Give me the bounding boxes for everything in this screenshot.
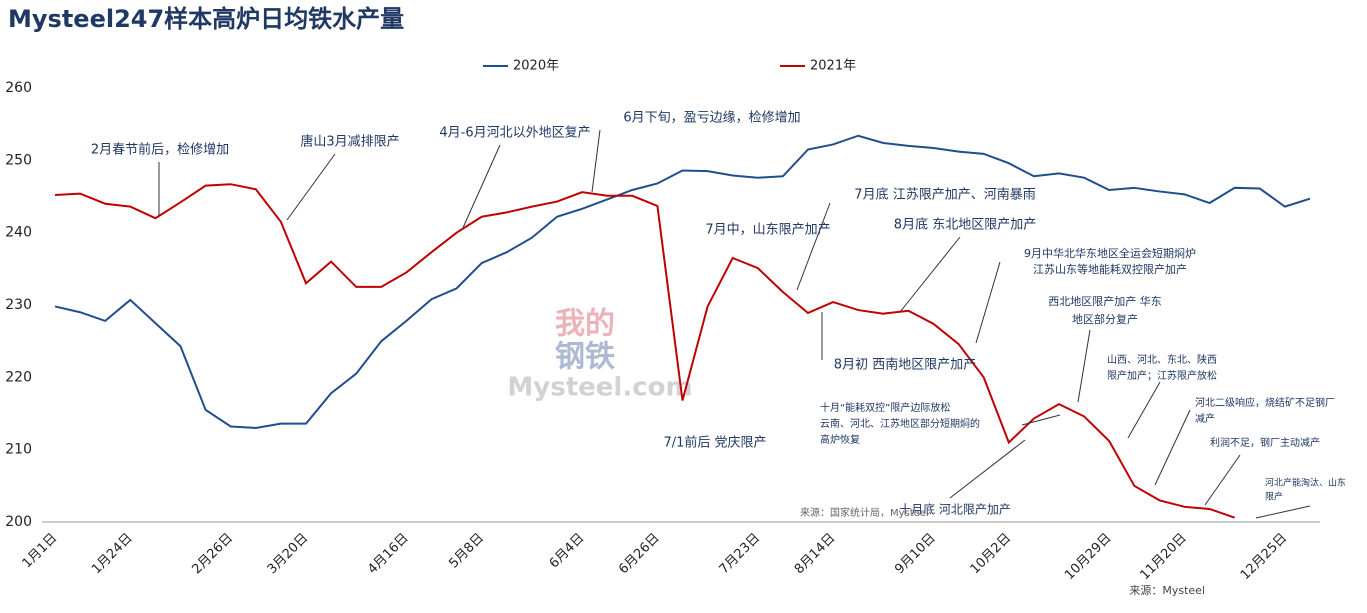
annotation: 9月中华北华东地区全运会短期焖炉	[1024, 246, 1196, 260]
y-tick-label: 240	[5, 225, 32, 241]
x-tick-label: 1月24日	[89, 531, 136, 578]
annotation-leader	[796, 202, 831, 291]
annotation: 7月中，山东限产加产	[705, 223, 830, 238]
x-tick-label: 4月16日	[365, 531, 412, 578]
annotation: 利润不足，钢厂主动减产	[1210, 436, 1320, 449]
annotation: 4月-6月河北以外地区复产	[439, 126, 590, 141]
series-line	[54, 134, 1311, 429]
annotation-leader	[461, 144, 501, 231]
watermark: 钢铁	[555, 340, 615, 375]
annotation: 山西、河北、东北、陕西	[1107, 353, 1217, 366]
annotation: 8月初 西南地区限产加产	[834, 357, 976, 373]
x-tick-label: 3月20日	[265, 531, 312, 578]
annotation: 河北产能淘汰、山东	[1265, 477, 1346, 489]
source: 来源：国家统计局，Mysteel	[800, 506, 929, 519]
x-tick-label: 8月14日	[792, 531, 839, 578]
annotation: 西北地区限产加产 华东	[1048, 294, 1162, 308]
x-tick-label: 10月2日	[968, 531, 1015, 578]
y-tick-label: 230	[5, 297, 32, 313]
y-tick-label: 250	[5, 152, 32, 168]
y-tick-label: 200	[5, 514, 32, 530]
annotation: 7月底 江苏限产加产、河南暴雨	[854, 187, 1035, 203]
annotation-leader	[1204, 454, 1241, 506]
x-tick-label: 7月23日	[717, 531, 764, 578]
series-line	[54, 183, 1236, 519]
annotation-leader	[286, 153, 336, 221]
annotation-leader	[975, 261, 1001, 344]
annotation: 地区部分复产	[1072, 312, 1138, 326]
annotation: 河北二级响应，烧结矿不足钢厂	[1195, 396, 1335, 409]
y-tick-label: 210	[5, 442, 32, 458]
y-tick-label: 220	[5, 369, 32, 385]
source: 来源：Mysteel	[1129, 583, 1205, 597]
x-tick-label: 6月4日	[547, 531, 588, 572]
y-tick-label: 260	[5, 80, 32, 96]
annotation-leader	[1127, 381, 1161, 439]
x-tick-label: 6月26日	[616, 531, 663, 578]
x-tick-label: 5月8日	[446, 531, 487, 572]
x-tick-label: 11月20日	[1137, 531, 1189, 583]
annotation: 十月底 河北限产加产	[899, 502, 1011, 517]
annotation-leader	[1021, 414, 1061, 426]
annotation-leader	[591, 129, 601, 193]
chart-title: Mysteel247样本高炉日均铁水产量	[8, 5, 404, 33]
x-tick-label: 9月10日	[892, 531, 939, 578]
annotation: 十月“能耗双控”限产边际放松	[820, 401, 950, 414]
annotation: 江苏山东等地能耗双控限产加产	[1033, 262, 1187, 276]
x-tick-label: 12月25日	[1238, 531, 1290, 583]
legend-label: 2020年	[513, 59, 559, 74]
legend-label: 2021年	[810, 59, 856, 74]
annotation: 2月春节前后，检修增加	[91, 142, 229, 158]
x-tick-label: 1月1日	[20, 531, 61, 572]
annotation: 减产	[1195, 412, 1215, 425]
annotation: 唐山3月减排限产	[300, 134, 399, 150]
annotation: 8月底 东北地区限产加产	[894, 217, 1036, 233]
annotation-leader	[1255, 505, 1311, 519]
watermark: 我的	[555, 307, 615, 342]
annotation: 云南、河北、江苏地区部分短期焖的	[820, 417, 980, 430]
annotation: 高炉恢复	[820, 433, 860, 446]
annotation: 7/1前后 党庆限产	[663, 435, 766, 451]
annotation: 限产	[1265, 491, 1283, 503]
annotation: 限产加产；江苏限产放松	[1107, 369, 1217, 382]
x-tick-label: 10月29日	[1062, 531, 1114, 583]
annotation-leader	[899, 236, 961, 313]
annotation-leader	[1077, 329, 1091, 403]
annotation-leader	[1154, 409, 1191, 486]
annotation-leader	[949, 439, 1026, 499]
annotation: 6月下旬，盈亏边缘，检修增加	[623, 111, 800, 126]
x-tick-label: 2月26日	[189, 531, 236, 578]
watermark: Mysteel.com	[507, 373, 692, 403]
